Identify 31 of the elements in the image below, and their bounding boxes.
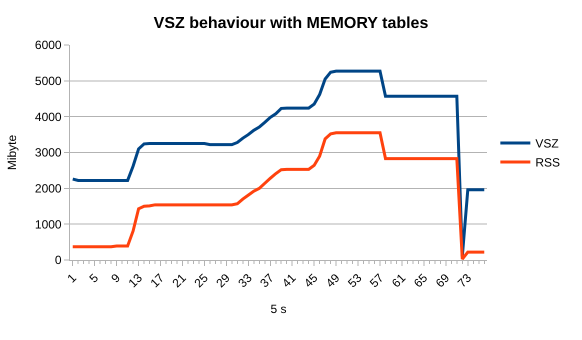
x-tick-label: 65 xyxy=(410,270,430,290)
y-tick-label: 0 xyxy=(54,253,62,268)
x-tick-label: 25 xyxy=(191,270,212,290)
x-tick-label: 5 xyxy=(86,270,102,286)
chart-title: VSZ behaviour with MEMORY tables xyxy=(154,15,428,32)
x-tick-label: 61 xyxy=(388,270,409,290)
x-tick-label: 29 xyxy=(213,270,233,290)
x-tick-label: 17 xyxy=(148,270,168,290)
x-tick-label: 13 xyxy=(126,270,146,290)
y-tick-label: 4000 xyxy=(34,110,62,124)
y-tick-label: 2000 xyxy=(34,182,62,196)
y-tick-label: 6000 xyxy=(34,38,62,52)
x-tick-label: 21 xyxy=(170,270,190,290)
y-axis-title: Mibyte xyxy=(5,134,20,170)
x-tick-label: 9 xyxy=(108,270,124,286)
x-tick-label: 33 xyxy=(235,270,255,290)
x-tick-label: 69 xyxy=(432,270,452,290)
x-axis-title: 5 s xyxy=(270,302,287,316)
y-tick-label: 1000 xyxy=(34,217,62,232)
x-tick-label: 41 xyxy=(279,270,299,290)
legend-label: VSZ xyxy=(535,136,559,151)
x-tick-label: 1 xyxy=(64,270,80,286)
x-tick-label: 45 xyxy=(301,270,321,290)
y-tick-label: 5000 xyxy=(34,74,62,88)
x-tick-label: 53 xyxy=(345,270,365,290)
x-tick-label: 57 xyxy=(367,270,387,290)
legend-label: RSS xyxy=(535,156,560,170)
y-tick-label: 3000 xyxy=(34,146,62,160)
x-tick-label: 37 xyxy=(257,270,277,290)
x-tick-label: 73 xyxy=(454,270,474,290)
x-tick-label: 49 xyxy=(323,270,343,290)
